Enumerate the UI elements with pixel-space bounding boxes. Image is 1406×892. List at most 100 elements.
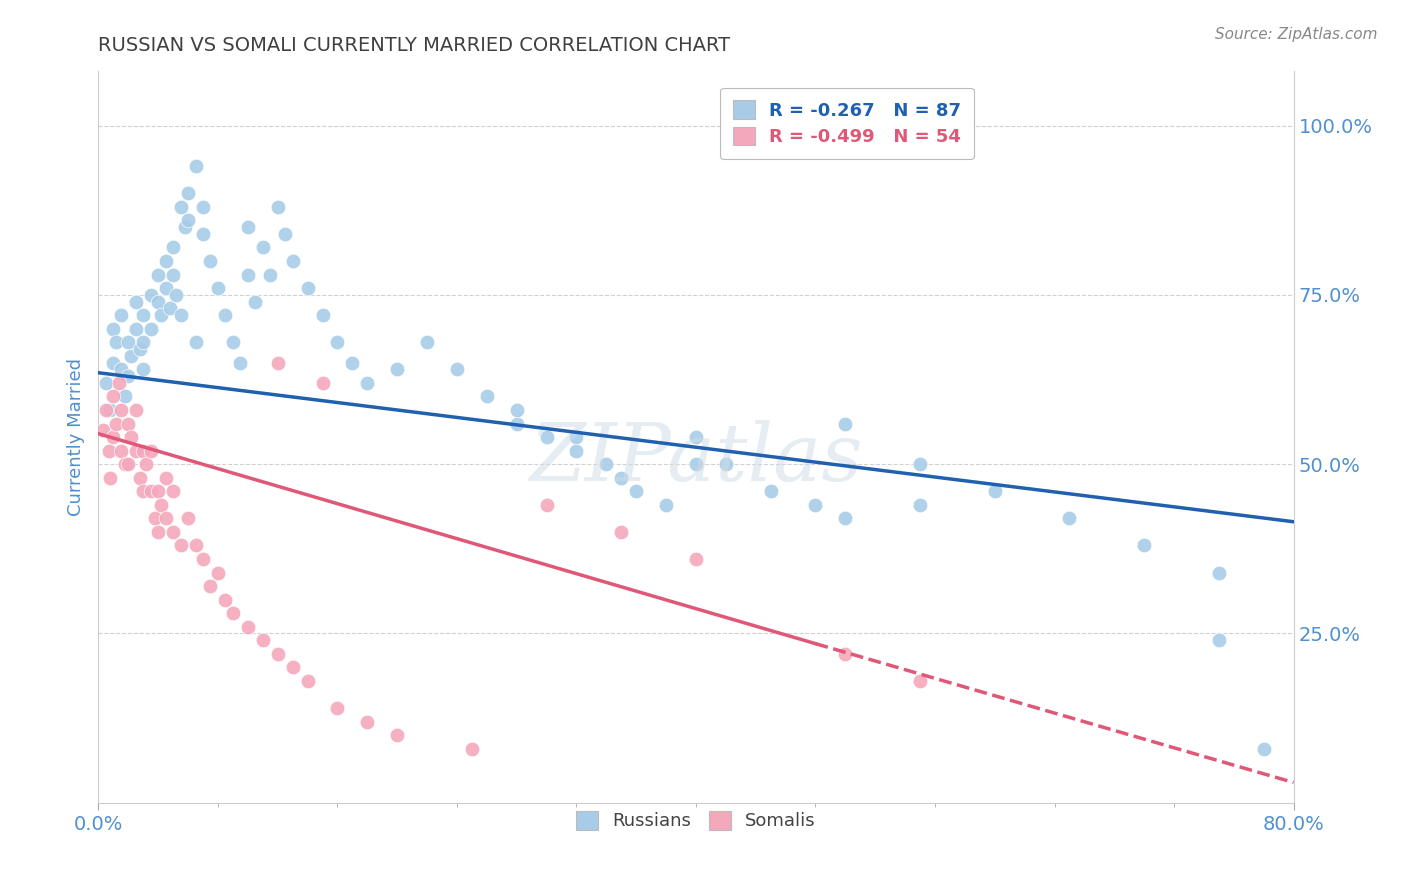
Point xyxy=(132,362,155,376)
Point xyxy=(565,430,588,444)
Point xyxy=(184,538,207,552)
Point xyxy=(103,430,125,444)
Point xyxy=(98,403,122,417)
Point xyxy=(105,417,128,431)
Point xyxy=(1208,566,1230,580)
Point xyxy=(143,511,166,525)
Point xyxy=(326,701,349,715)
Point xyxy=(169,308,191,322)
Point xyxy=(110,403,132,417)
Point xyxy=(117,457,139,471)
Point xyxy=(1253,741,1275,756)
Point xyxy=(103,355,125,369)
Point xyxy=(281,254,304,268)
Point xyxy=(252,633,274,648)
Point xyxy=(908,457,931,471)
Point xyxy=(536,498,558,512)
Point xyxy=(222,335,245,350)
Point xyxy=(267,355,290,369)
Text: ZIPatlas: ZIPatlas xyxy=(529,420,863,498)
Point xyxy=(184,159,207,173)
Point xyxy=(139,443,162,458)
Point xyxy=(155,254,177,268)
Point xyxy=(155,511,177,525)
Point xyxy=(908,673,931,688)
Point xyxy=(98,471,122,485)
Point xyxy=(1133,538,1156,552)
Point xyxy=(191,227,214,241)
Point xyxy=(200,579,222,593)
Point xyxy=(191,200,214,214)
Point xyxy=(105,335,128,350)
Point xyxy=(132,308,155,322)
Point xyxy=(834,647,856,661)
Point xyxy=(655,498,678,512)
Point xyxy=(129,471,152,485)
Point xyxy=(984,484,1007,499)
Point xyxy=(184,335,207,350)
Point xyxy=(177,511,200,525)
Text: RUSSIAN VS SOMALI CURRENTLY MARRIED CORRELATION CHART: RUSSIAN VS SOMALI CURRENTLY MARRIED CORR… xyxy=(98,36,731,54)
Point xyxy=(595,457,617,471)
Point xyxy=(326,335,349,350)
Point xyxy=(214,592,236,607)
Point xyxy=(148,484,170,499)
Point xyxy=(229,355,252,369)
Point xyxy=(207,566,229,580)
Point xyxy=(259,268,281,282)
Point xyxy=(356,376,378,390)
Point xyxy=(132,443,155,458)
Point xyxy=(461,741,484,756)
Point xyxy=(108,376,131,390)
Point xyxy=(159,301,181,316)
Point xyxy=(139,288,162,302)
Legend: Russians, Somalis: Russians, Somalis xyxy=(569,804,823,838)
Point xyxy=(714,457,737,471)
Point xyxy=(110,362,132,376)
Point xyxy=(236,268,259,282)
Point xyxy=(759,484,782,499)
Point xyxy=(267,647,290,661)
Point xyxy=(174,220,197,235)
Point xyxy=(129,342,152,356)
Point xyxy=(834,511,856,525)
Point xyxy=(120,430,142,444)
Point xyxy=(1059,511,1081,525)
Point xyxy=(132,484,155,499)
Point xyxy=(416,335,439,350)
Point xyxy=(356,714,378,729)
Point xyxy=(103,322,125,336)
Point xyxy=(626,484,648,499)
Point xyxy=(506,403,529,417)
Point xyxy=(148,268,170,282)
Point xyxy=(165,288,187,302)
Point xyxy=(475,389,498,403)
Point xyxy=(155,471,177,485)
Point xyxy=(117,369,139,384)
Point xyxy=(103,389,125,403)
Point xyxy=(110,308,132,322)
Point xyxy=(125,443,148,458)
Point xyxy=(446,362,468,376)
Point xyxy=(311,308,333,322)
Point xyxy=(342,355,364,369)
Point xyxy=(135,457,157,471)
Point xyxy=(267,200,290,214)
Point xyxy=(120,349,142,363)
Point xyxy=(162,524,184,539)
Point xyxy=(236,220,259,235)
Point xyxy=(125,294,148,309)
Point xyxy=(685,552,707,566)
Point xyxy=(834,417,856,431)
Point xyxy=(297,673,319,688)
Point xyxy=(148,294,170,309)
Point xyxy=(685,457,707,471)
Point xyxy=(125,322,148,336)
Point xyxy=(685,430,707,444)
Point xyxy=(177,213,200,227)
Point xyxy=(385,728,409,742)
Text: Source: ZipAtlas.com: Source: ZipAtlas.com xyxy=(1215,27,1378,42)
Point xyxy=(506,417,529,431)
Point xyxy=(162,484,184,499)
Point xyxy=(610,524,633,539)
